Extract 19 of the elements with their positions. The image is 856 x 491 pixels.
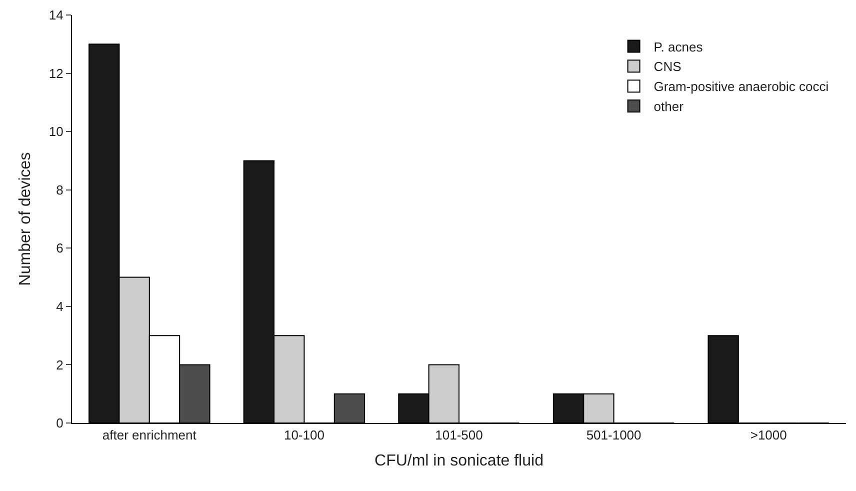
legend-label: Gram-positive anaerobic cocci [654, 79, 829, 94]
y-tick-label: 8 [56, 182, 64, 198]
y-tick-label: 0 [56, 416, 64, 431]
y-tick-label: 6 [56, 240, 64, 256]
y-tick-label: 10 [48, 124, 64, 140]
legend-label: P. acnes [654, 39, 704, 54]
y-tick-label: 14 [48, 8, 64, 23]
y-axis-title: Number of devices [17, 152, 34, 286]
legend-label: CNS [654, 59, 682, 74]
x-tick-label: >1000 [750, 428, 787, 443]
y-tick-label: 4 [56, 298, 64, 314]
x-tick-label: 101-500 [435, 428, 483, 443]
legend-label: other [654, 99, 684, 114]
y-tick-label: 12 [48, 66, 64, 81]
x-tick-label: after enrichment [102, 428, 197, 443]
y-tick-label: 2 [56, 357, 64, 372]
x-tick-label: 501-1000 [586, 428, 642, 443]
x-axis-title: CFU/ml in sonicate fluid [374, 452, 544, 470]
x-tick-label: 10-100 [284, 428, 324, 443]
